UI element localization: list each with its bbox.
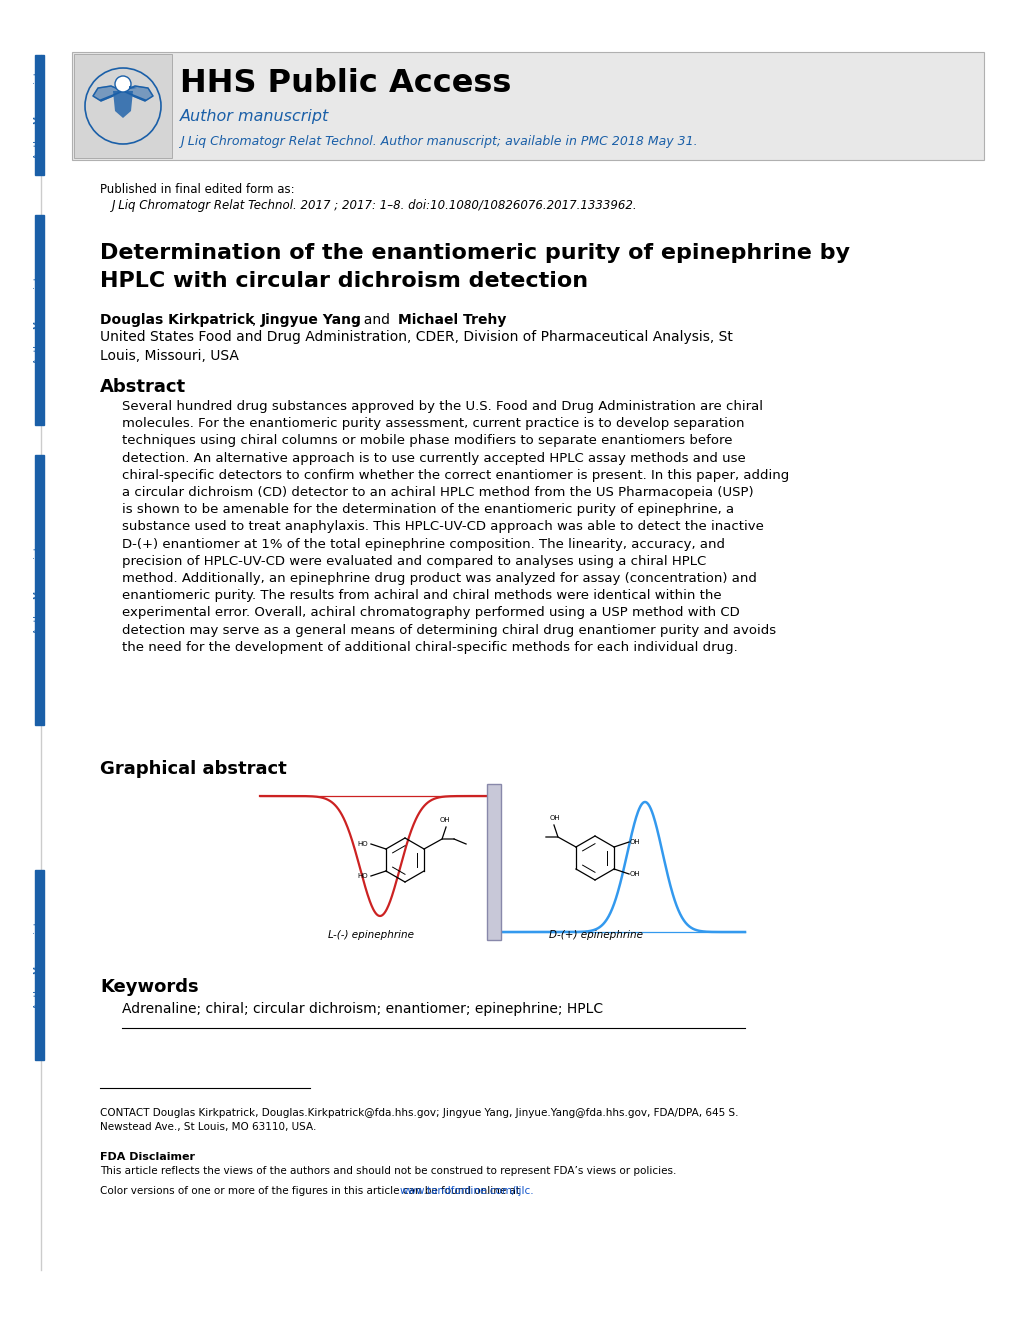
Text: Douglas Kirkpatrick: Douglas Kirkpatrick [100,313,254,327]
Text: Author Manuscript: Author Manuscript [34,921,43,1008]
Bar [35,215,44,425]
Text: United States Food and Drug Administration, CDER, Division of Pharmaceutical Ana: United States Food and Drug Administrati… [100,330,733,363]
Bar [255,784,744,940]
Text: This article reflects the views of the authors and should not be construed to re: This article reflects the views of the a… [100,1166,676,1176]
Bar [35,55,44,176]
Text: molecules. For the enantiomeric purity assessment, current practice is to develo: molecules. For the enantiomeric purity a… [122,417,744,430]
Text: Jingyue Yang: Jingyue Yang [261,313,362,327]
Text: detection. An alternative approach is to use currently accepted HPLC assay metho: detection. An alternative approach is to… [122,451,745,465]
Text: HHS Public Access: HHS Public Access [179,69,511,99]
Text: method. Additionally, an epinephrine drug product was analyzed for assay (concen: method. Additionally, an epinephrine dru… [122,572,756,585]
Text: Adrenaline; chiral; circular dichroism; enantiomer; epinephrine; HPLC: Adrenaline; chiral; circular dichroism; … [122,1002,602,1016]
Text: Abstract: Abstract [100,378,185,396]
Polygon shape [113,91,132,117]
Text: chiral-specific detectors to confirm whether the correct enantiomer is present. : chiral-specific detectors to confirm whe… [122,469,789,482]
Bar [35,870,44,1060]
Text: enantiomeric purity. The results from achiral and chiral methods were identical : enantiomeric purity. The results from ac… [122,589,720,602]
Text: HO: HO [357,841,368,847]
Text: Color versions of one or more of the figures in this article can be found online: Color versions of one or more of the fig… [100,1185,523,1196]
Text: Keywords: Keywords [100,978,199,997]
Text: detection may serve as a general means of determining chiral drug enantiomer pur: detection may serve as a general means o… [122,623,775,636]
Text: ,: , [252,313,261,327]
Text: J Liq Chromatogr Relat Technol. 2017 ; 2017: 1–8. doi:10.1080/10826076.2017.1333: J Liq Chromatogr Relat Technol. 2017 ; 2… [112,199,637,213]
Text: is shown to be amenable for the determination of the enantiomeric purity of epin: is shown to be amenable for the determin… [122,503,734,516]
Bar [35,455,44,725]
Text: D-(+) enantiomer at 1% of the total epinephrine composition. The linearity, accu: D-(+) enantiomer at 1% of the total epin… [122,537,725,550]
Text: FDA Disclaimer: FDA Disclaimer [100,1152,195,1162]
Text: the need for the development of additional chiral-specific methods for each indi: the need for the development of addition… [122,640,737,653]
Polygon shape [93,86,123,102]
Text: CONTACT Douglas Kirkpatrick, Douglas.Kirkpatrick@fda.hhs.gov; Jingyue Yang, Jiny: CONTACT Douglas Kirkpatrick, Douglas.Kir… [100,1107,738,1133]
Text: a circular dichroism (CD) detector to an achiral HPLC method from the US Pharmac: a circular dichroism (CD) detector to an… [122,486,753,499]
Text: L-(-) epinephrine: L-(-) epinephrine [328,931,414,940]
Text: HO: HO [357,873,368,879]
Text: www.tandfonline.com/ljlc.: www.tandfonline.com/ljlc. [399,1185,534,1196]
Text: Author manuscript: Author manuscript [179,110,329,124]
Text: Graphical abstract: Graphical abstract [100,760,286,777]
Text: techniques using chiral columns or mobile phase modifiers to separate enantiomer: techniques using chiral columns or mobil… [122,434,732,447]
Text: OH: OH [630,840,640,845]
Text: Michael Trehy: Michael Trehy [397,313,505,327]
Text: J Liq Chromatogr Relat Technol. Author manuscript; available in PMC 2018 May 31.: J Liq Chromatogr Relat Technol. Author m… [179,136,697,149]
Text: Several hundred drug substances approved by the U.S. Food and Drug Administratio: Several hundred drug substances approved… [122,400,762,413]
Polygon shape [123,86,153,102]
Text: OH: OH [549,814,559,821]
Text: D-(+) epinephrine: D-(+) epinephrine [548,931,642,940]
Circle shape [85,69,161,144]
Text: HPLC with circular dichroism detection: HPLC with circular dichroism detection [100,271,588,290]
Text: Published in final edited form as:: Published in final edited form as: [100,183,294,195]
Bar [74,54,172,158]
Text: precision of HPLC-UV-CD were evaluated and compared to analyses using a chiral H: precision of HPLC-UV-CD were evaluated a… [122,554,705,568]
Text: Determination of the enantiomeric purity of epinephrine by: Determination of the enantiomeric purity… [100,243,849,263]
Bar [72,51,983,160]
Text: Author Manuscript: Author Manuscript [34,276,43,364]
Text: Author Manuscript: Author Manuscript [34,546,43,634]
Polygon shape [128,86,137,88]
Text: , and: , and [355,313,394,327]
Text: experimental error. Overall, achiral chromatography performed using a USP method: experimental error. Overall, achiral chr… [122,606,739,619]
Bar [486,784,500,940]
Text: OH: OH [630,871,640,876]
Circle shape [115,77,130,92]
Text: substance used to treat anaphylaxis. This HPLC-UV-CD approach was able to detect: substance used to treat anaphylaxis. Thi… [122,520,763,533]
Text: Author Manuscript: Author Manuscript [34,71,43,158]
Text: OH: OH [439,817,450,822]
